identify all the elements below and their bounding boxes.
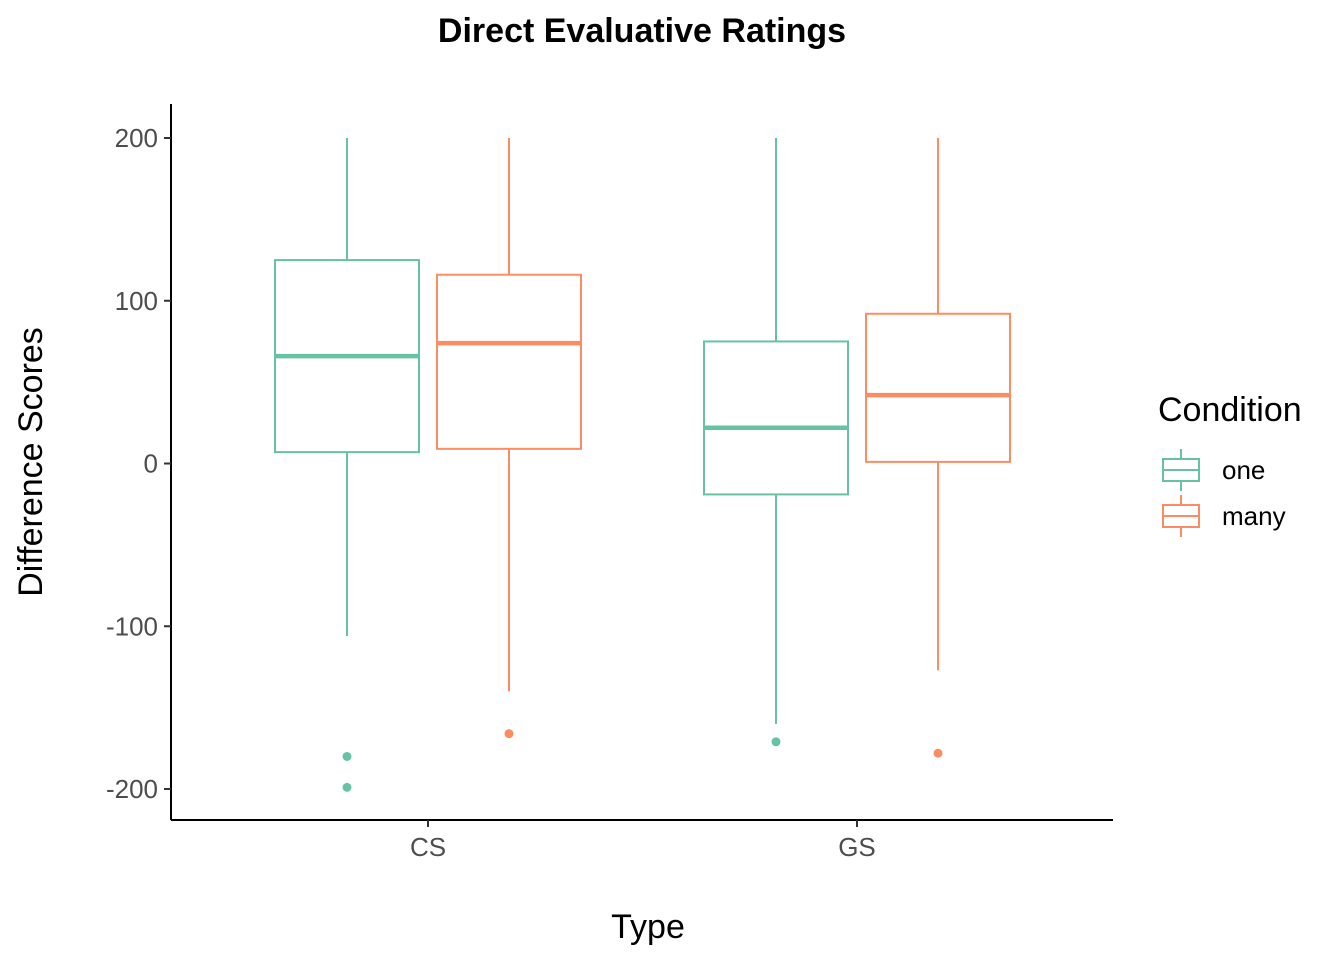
legend-item-one: one xyxy=(1162,449,1265,491)
legend-item-many: many xyxy=(1162,495,1286,537)
legend-label-many: many xyxy=(1222,501,1286,531)
box-many-GS xyxy=(865,138,1011,758)
box-iqr xyxy=(865,312,1011,463)
box-iqr xyxy=(703,340,849,496)
box-one-CS xyxy=(274,138,420,792)
y-tick-label: -200 xyxy=(106,774,158,804)
x-tick-label: CS xyxy=(410,832,446,862)
legend-title: Condition xyxy=(1158,391,1302,429)
legend: Condition one many xyxy=(1158,391,1302,537)
x-axis-title: Type xyxy=(611,908,685,946)
box-iqr xyxy=(436,273,582,450)
y-axis-title: Difference Scores xyxy=(12,327,50,597)
outlier-point xyxy=(342,782,352,792)
outlier-point xyxy=(504,729,514,739)
outlier-point xyxy=(933,748,943,758)
legend-label-one: one xyxy=(1222,455,1265,485)
y-tick-label: 200 xyxy=(115,123,158,153)
axes: 200 100 0 -100 -200 CS GS xyxy=(106,104,1113,862)
y-tick-label: 0 xyxy=(144,449,158,479)
x-tick-label: GS xyxy=(838,832,876,862)
box-one-GS xyxy=(703,138,849,747)
plot-area xyxy=(274,138,1011,792)
y-tick-label: -100 xyxy=(106,611,158,641)
box-many-CS xyxy=(436,138,582,739)
outlier-point xyxy=(342,751,352,761)
chart-title: Direct Evaluative Ratings xyxy=(438,12,846,50)
outlier-point xyxy=(771,737,781,747)
y-tick-label: 100 xyxy=(115,286,158,316)
